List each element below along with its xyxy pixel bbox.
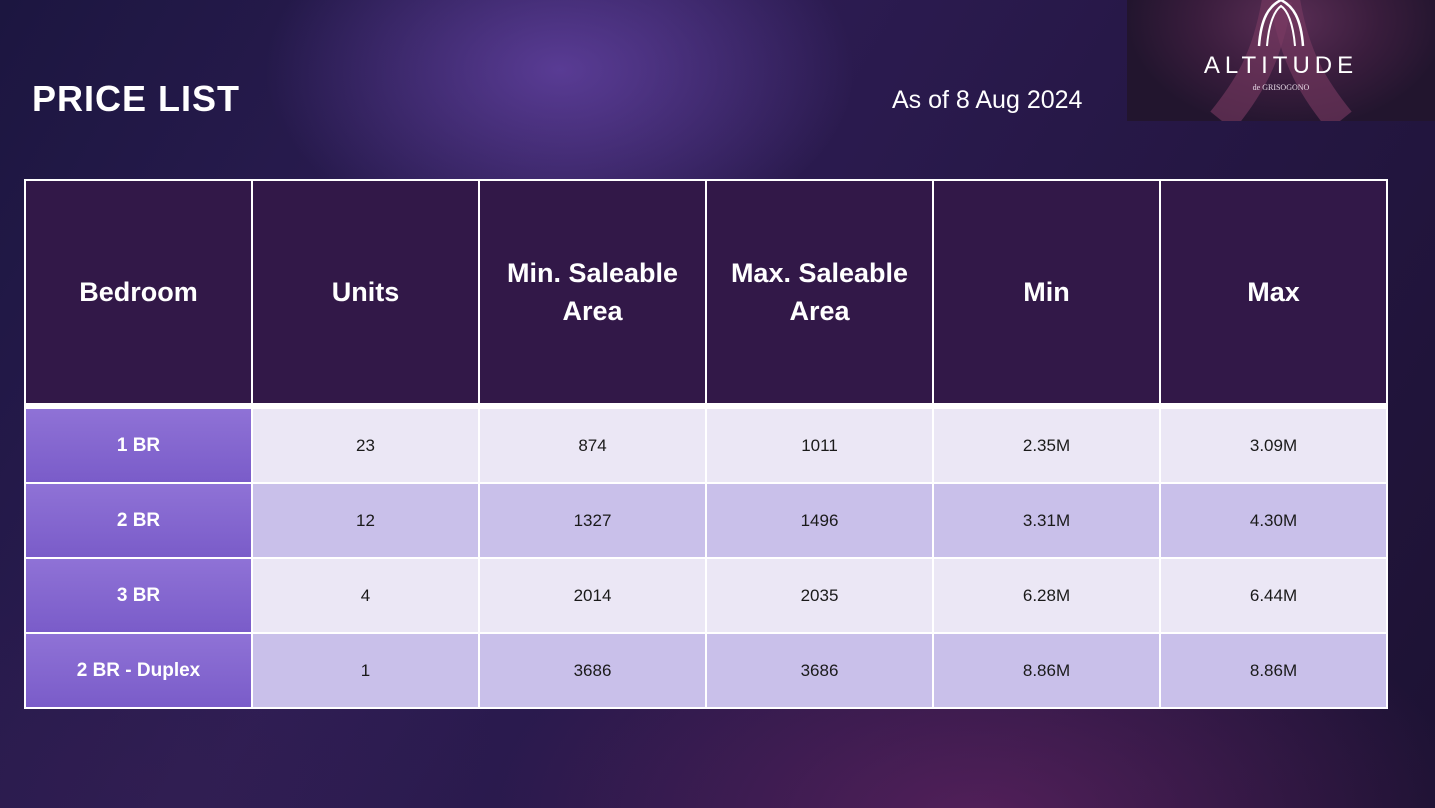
altitude-logo: ALTITUDE de GRISOGONO	[1127, 0, 1435, 121]
page-title: PRICE LIST	[32, 78, 241, 119]
table-row: 1 BR 23 874 1011 2.35M 3.09M	[24, 405, 1388, 484]
max-price-cell: 4.30M	[1159, 482, 1388, 559]
min-price-cell: 3.31M	[932, 482, 1161, 559]
min-area-cell: 2014	[478, 557, 707, 634]
units-cell: 12	[251, 482, 480, 559]
max-area-cell: 1496	[705, 482, 934, 559]
table-row: 2 BR - Duplex 1 3686 3686 8.86M 8.86M	[24, 632, 1388, 709]
price-date: As of 8 Aug 2024	[892, 86, 1083, 114]
max-price-cell: 8.86M	[1159, 632, 1388, 709]
column-header-max-price: Max	[1159, 179, 1388, 407]
min-price-cell: 6.28M	[932, 557, 1161, 634]
table-row: 3 BR 4 2014 2035 6.28M 6.44M	[24, 557, 1388, 634]
logo-subtitle: de GRISOGONO	[1252, 83, 1310, 92]
column-header-max-area: Max. Saleable Area	[705, 179, 934, 407]
max-area-cell: 1011	[705, 405, 934, 484]
table-header-row: Bedroom Units Min. Saleable Area Max. Sa…	[24, 179, 1388, 407]
max-area-cell: 2035	[705, 557, 934, 634]
column-header-units: Units	[251, 179, 480, 407]
min-price-cell: 8.86M	[932, 632, 1161, 709]
units-cell: 4	[251, 557, 480, 634]
logo-name: ALTITUDE	[1203, 52, 1359, 79]
table-row: 2 BR 12 1327 1496 3.31M 4.30M	[24, 482, 1388, 559]
bedroom-cell: 2 BR - Duplex	[24, 632, 253, 709]
max-price-cell: 3.09M	[1159, 405, 1388, 484]
column-header-min-area: Min. Saleable Area	[478, 179, 707, 407]
min-price-cell: 2.35M	[932, 405, 1161, 484]
units-cell: 1	[251, 632, 480, 709]
max-price-cell: 6.44M	[1159, 557, 1388, 634]
arch-logo-icon	[1210, 0, 1352, 121]
price-table: Bedroom Units Min. Saleable Area Max. Sa…	[24, 179, 1388, 709]
units-cell: 23	[251, 405, 480, 484]
min-area-cell: 1327	[478, 482, 707, 559]
bedroom-cell: 2 BR	[24, 482, 253, 559]
bedroom-cell: 1 BR	[24, 405, 253, 484]
bedroom-cell: 3 BR	[24, 557, 253, 634]
column-header-min-price: Min	[932, 179, 1161, 407]
min-area-cell: 874	[478, 405, 707, 484]
max-area-cell: 3686	[705, 632, 934, 709]
column-header-bedroom: Bedroom	[24, 179, 253, 407]
min-area-cell: 3686	[478, 632, 707, 709]
